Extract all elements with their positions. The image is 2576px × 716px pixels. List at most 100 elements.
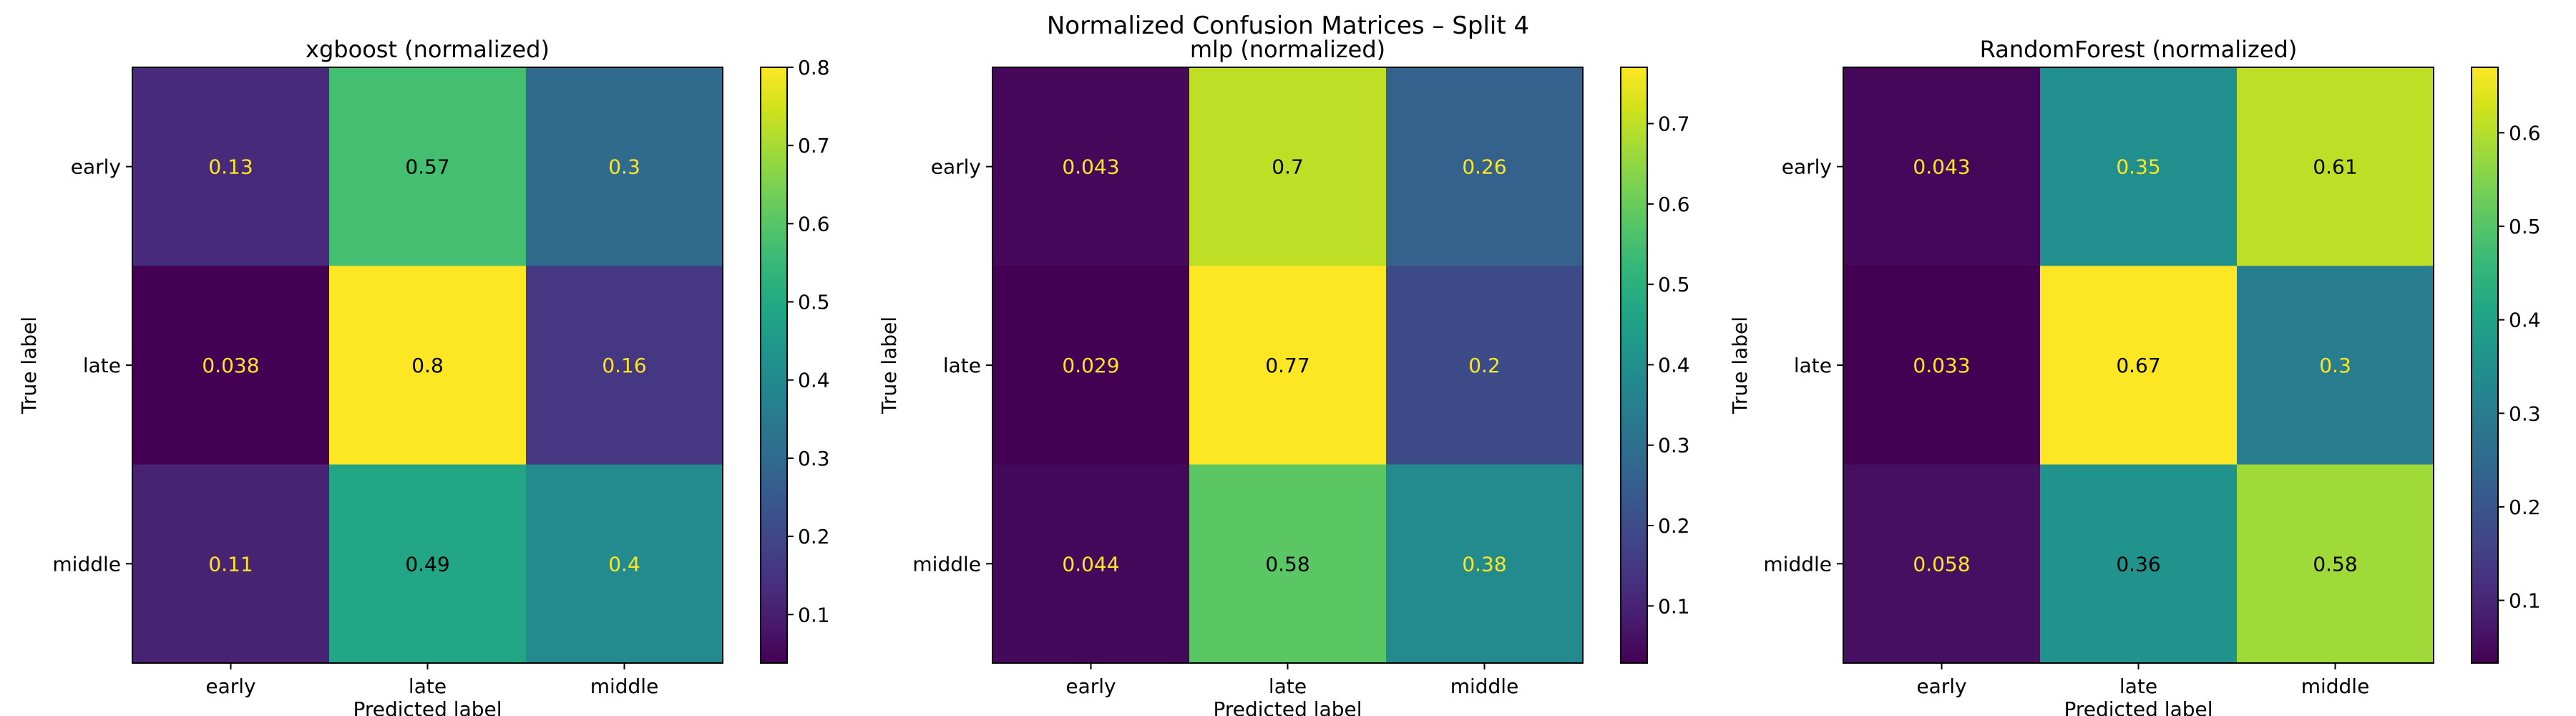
colorbar-frame xyxy=(760,67,788,664)
heatmap-cell xyxy=(526,266,723,465)
y-tick-label: middle xyxy=(52,552,121,576)
heatmap-cell xyxy=(1386,67,1584,266)
cell-value-label: 0.2 xyxy=(1468,354,1501,377)
x-axis-label: Predicted label xyxy=(1213,697,1362,716)
heatmap-cell xyxy=(132,464,330,664)
x-tick-label: middle xyxy=(590,674,659,698)
colorbar-tick-label: 0.2 xyxy=(2509,495,2541,519)
figure-suptitle: Normalized Confusion Matrices – Split 4 xyxy=(1047,11,1529,40)
cell-value-label: 0.35 xyxy=(2116,155,2160,179)
colorbar-frame xyxy=(2471,67,2499,664)
cell-value-label: 0.033 xyxy=(1913,354,1970,377)
heatmap-cell xyxy=(2040,67,2238,266)
panel-1: mlp (normalized) 0.043 0.7 0.26 0.029 0.77 0.2… xyxy=(877,36,1690,716)
heatmap-cell xyxy=(2040,464,2238,664)
heatmap-cell xyxy=(2040,266,2238,465)
x-tick-label: middle xyxy=(1450,674,1519,698)
cell-value-label: 0.043 xyxy=(1913,155,1970,179)
cell-value-label: 0.67 xyxy=(2116,354,2160,377)
heatmap-cell xyxy=(1843,67,2041,266)
colorbar-tick-label: 0.1 xyxy=(2509,589,2541,612)
colorbar-tick-label: 0.3 xyxy=(798,447,830,470)
cell-value-label: 0.49 xyxy=(405,552,449,576)
heatmap-cell xyxy=(329,67,527,266)
heatmap-cell xyxy=(1843,464,2041,664)
x-tick-label: middle xyxy=(2301,674,2370,698)
colorbar-tick-label: 0.2 xyxy=(798,525,830,548)
heatmap-cell xyxy=(132,67,330,266)
colorbar xyxy=(1621,67,1647,663)
heatmap-cell xyxy=(1386,464,1584,664)
cell-value-label: 0.043 xyxy=(1062,155,1119,179)
cell-value-label: 0.77 xyxy=(1265,354,1309,377)
heatmap-cell xyxy=(526,464,723,664)
colorbar-tick-label: 0.2 xyxy=(1658,514,1690,538)
cell-value-label: 0.36 xyxy=(2116,552,2160,576)
colorbar-tick-label: 0.4 xyxy=(2509,309,2541,332)
y-axis-label: True label xyxy=(877,316,901,415)
y-tick-label: early xyxy=(1782,155,1832,179)
heatmap-cell xyxy=(329,464,527,664)
y-tick-label: early xyxy=(931,155,981,179)
cell-value-label: 0.11 xyxy=(208,552,253,576)
heatmap-cell xyxy=(992,67,1190,266)
colorbar xyxy=(761,67,787,663)
heatmap-cell xyxy=(1386,266,1584,465)
panel-2: RandomForest (normalized) 0.043 0.35 0.61 0.… xyxy=(1728,36,2541,716)
colorbar-tick-label: 0.1 xyxy=(798,603,830,626)
colorbar-tick-label: 0.5 xyxy=(798,291,830,314)
x-tick-label: late xyxy=(409,674,447,698)
heatmap-cell xyxy=(526,67,723,266)
cell-value-label: 0.029 xyxy=(1062,354,1119,377)
y-tick-label: late xyxy=(1794,354,1832,377)
colorbar-tick-label: 0.5 xyxy=(2509,215,2541,238)
colorbar-tick-label: 0.6 xyxy=(2509,121,2541,145)
cell-value-label: 0.61 xyxy=(2313,155,2357,179)
colorbar-tick-label: 0.6 xyxy=(798,212,830,236)
heatmap-cell xyxy=(992,266,1190,465)
heatmap-cell xyxy=(2237,464,2434,664)
cell-value-label: 0.8 xyxy=(411,354,444,377)
y-tick-label: early xyxy=(71,155,121,179)
x-tick-label: late xyxy=(2119,674,2157,698)
x-tick-label: late xyxy=(1269,674,1307,698)
y-axis-label: True label xyxy=(1728,316,1752,415)
heatmap-cell xyxy=(1189,67,1387,266)
panel-title: RandomForest (normalized) xyxy=(1980,36,2298,63)
cell-value-label: 0.3 xyxy=(608,155,640,179)
heatmap-cell xyxy=(2237,67,2434,266)
cell-value-label: 0.044 xyxy=(1062,552,1119,576)
heatmap-cell xyxy=(1843,266,2041,465)
cell-value-label: 0.58 xyxy=(1265,552,1309,576)
colorbar-tick-label: 0.5 xyxy=(1658,273,1690,296)
x-axis-label: Predicted label xyxy=(2064,697,2212,716)
panel-title: xgboost (normalized) xyxy=(306,36,550,63)
heatmap-cell xyxy=(329,266,527,465)
colorbar-tick-label: 0.6 xyxy=(1658,193,1690,216)
cell-value-label: 0.38 xyxy=(1462,552,1506,576)
heatmap-cell xyxy=(992,464,1190,664)
cell-value-label: 0.13 xyxy=(208,155,253,179)
x-tick-label: early xyxy=(1916,674,1966,698)
y-tick-label: late xyxy=(943,354,981,377)
colorbar-tick-label: 0.7 xyxy=(1658,112,1690,136)
x-axis-label: Predicted label xyxy=(353,697,502,716)
colorbar-tick-label: 0.8 xyxy=(798,56,830,79)
heatmap-cell xyxy=(1189,464,1387,664)
x-tick-label: early xyxy=(1065,674,1116,698)
panel-0: xgboost (normalized) 0.13 0.57 0.3 0.038 0.8 0… xyxy=(17,36,830,716)
panel-title: mlp (normalized) xyxy=(1190,36,1385,63)
cell-value-label: 0.16 xyxy=(602,354,646,377)
y-axis-label: True label xyxy=(17,316,41,415)
cell-value-label: 0.4 xyxy=(608,552,640,576)
cell-value-label: 0.7 xyxy=(1272,155,1304,179)
cell-value-label: 0.58 xyxy=(2313,552,2357,576)
cell-value-label: 0.038 xyxy=(202,354,259,377)
cell-value-label: 0.058 xyxy=(1913,552,1970,576)
colorbar-tick-label: 0.1 xyxy=(1658,594,1690,618)
y-tick-label: middle xyxy=(1763,552,1832,576)
heatmap-cell xyxy=(2237,266,2434,465)
colorbar xyxy=(2472,67,2498,663)
cell-value-label: 0.3 xyxy=(2319,354,2351,377)
